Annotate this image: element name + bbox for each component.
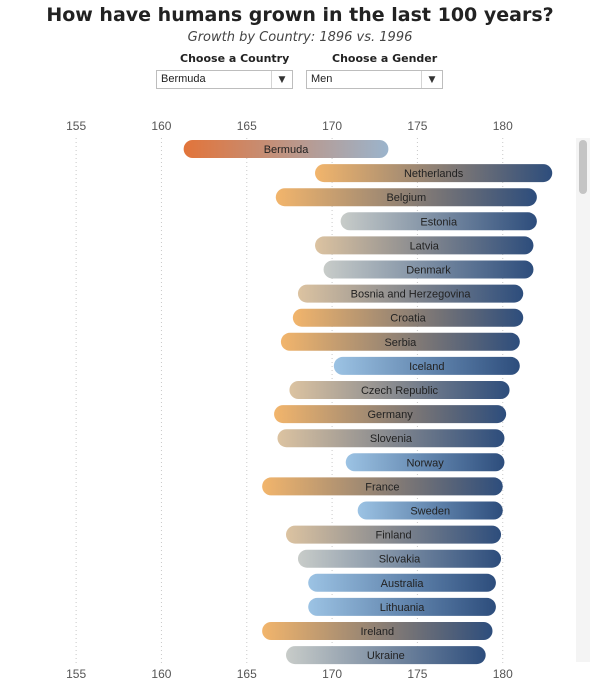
- bar-finland[interactable]: [286, 525, 502, 544]
- chart-subtitle: Growth by Country: 1896 vs. 1996: [187, 30, 413, 45]
- x-tick-label-top: 160: [151, 119, 171, 133]
- x-tick-label-top: 155: [66, 119, 86, 133]
- x-tick-label-bottom: 170: [322, 667, 342, 681]
- chart-scrollbar[interactable]: [576, 138, 590, 662]
- bar-label: Sweden: [410, 506, 450, 518]
- x-tick-label-bottom: 165: [237, 667, 257, 681]
- x-tick-label-bottom: 160: [151, 667, 171, 681]
- bar-label: Serbia: [384, 337, 417, 349]
- bar-label: Ukraine: [367, 650, 405, 662]
- x-tick-label-top: 175: [407, 119, 427, 133]
- x-tick-label-top: 165: [237, 119, 257, 133]
- bar-label: Czech Republic: [361, 385, 439, 397]
- bar-label: Slovakia: [379, 554, 421, 566]
- bar-label: France: [365, 481, 399, 493]
- country-filter-label: Choose a Country: [180, 52, 290, 65]
- chevron-down-icon[interactable]: ▼: [421, 71, 442, 88]
- bar-germany[interactable]: [274, 405, 507, 424]
- gender-dropdown[interactable]: Men ▼: [306, 70, 443, 89]
- bar-serbia[interactable]: [280, 332, 520, 351]
- bar-label: Ireland: [360, 626, 394, 638]
- bar-australia[interactable]: [308, 573, 496, 592]
- x-tick-label-bottom: 180: [493, 667, 513, 681]
- x-tick-label-top: 170: [322, 119, 342, 133]
- bar-iceland[interactable]: [333, 356, 520, 375]
- bar-label: Estonia: [420, 216, 458, 228]
- bar-label: Croatia: [390, 313, 426, 325]
- chart-title: How have humans grown in the last 100 ye…: [46, 4, 554, 26]
- gender-filter-label: Choose a Gender: [332, 52, 438, 65]
- bar-slovakia[interactable]: [297, 549, 502, 568]
- bar-bosnia-and-herzegovina[interactable]: [297, 284, 524, 303]
- bar-label: Germany: [367, 409, 413, 421]
- bar-croatia[interactable]: [292, 308, 524, 327]
- x-tick-label-top: 180: [493, 119, 513, 133]
- country-dropdown-value: Bermuda: [161, 73, 206, 85]
- bar-bermuda[interactable]: [183, 140, 389, 158]
- bar-label: Australia: [381, 578, 425, 590]
- bar-ukraine[interactable]: [286, 646, 486, 665]
- chevron-down-icon[interactable]: ▼: [271, 71, 292, 88]
- bar-norway[interactable]: [345, 453, 505, 472]
- bar-label: Latvia: [410, 240, 440, 252]
- bar-label: Denmark: [406, 265, 451, 277]
- bar-label: Finland: [375, 530, 411, 542]
- bar-label: Bermuda: [264, 144, 310, 156]
- bar-chart: 155 155 160 160 165 165 170 170 175 175 180 180 Berm…: [66, 119, 553, 681]
- bar-label: Lithuania: [380, 602, 426, 614]
- bar-lithuania[interactable]: [308, 597, 496, 616]
- bar-label: Belgium: [386, 192, 426, 204]
- x-tick-label-bottom: 155: [66, 667, 86, 681]
- x-tick-label-bottom: 175: [407, 667, 427, 681]
- bar-sweden[interactable]: [357, 501, 503, 520]
- gender-dropdown-value: Men: [311, 73, 333, 85]
- bar-slovenia[interactable]: [277, 429, 505, 448]
- bar-denmark[interactable]: [323, 260, 534, 279]
- scrollbar-thumb[interactable]: [579, 140, 587, 194]
- bar-france[interactable]: [262, 477, 503, 496]
- bar-label: Iceland: [409, 361, 444, 373]
- bar-label: Bosnia and Herzegovina: [351, 289, 472, 301]
- bar-belgium[interactable]: [275, 188, 537, 207]
- bar-label: Slovenia: [370, 433, 413, 445]
- country-dropdown[interactable]: Bermuda ▼: [156, 70, 293, 89]
- bar-ireland[interactable]: [262, 622, 493, 640]
- bar-netherlands[interactable]: [315, 164, 553, 183]
- bar-label: Norway: [406, 457, 444, 469]
- bar-estonia[interactable]: [340, 212, 537, 231]
- bar-latvia[interactable]: [315, 236, 534, 255]
- bar-czech-republic[interactable]: [289, 381, 510, 399]
- bar-label: Netherlands: [404, 168, 464, 180]
